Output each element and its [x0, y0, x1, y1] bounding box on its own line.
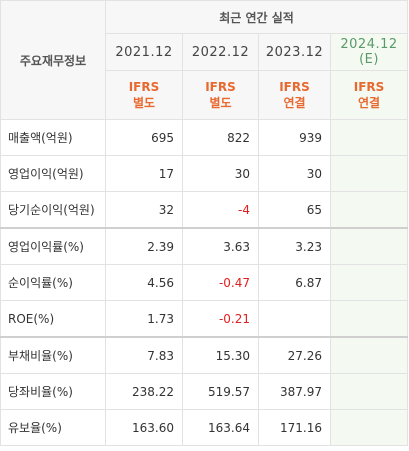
- cell-value: [329, 373, 409, 410]
- data-row: 유보율(%) 163.60 163.64 171.16: [0, 409, 409, 446]
- data-row: 당좌비율(%) 238.22 519.57 387.97: [0, 373, 409, 410]
- period-row: 2021.12 2022.12 2023.12 2024.12 (E): [1, 33, 409, 71]
- data-row: 매출액(억원) 695 822 939: [0, 119, 409, 156]
- cell-value: 3.23: [258, 227, 331, 265]
- row-label: 부채비율(%): [0, 336, 106, 374]
- cell-value: 32: [105, 191, 183, 229]
- cell-value: 822: [182, 119, 259, 156]
- row-label: 당좌비율(%): [0, 373, 106, 410]
- accounting-header: IFRS 연결: [329, 70, 409, 120]
- row-label: 당기순이익(억원): [0, 191, 106, 229]
- accounting-header: IFRS 연결: [258, 70, 331, 120]
- period: 2023.12: [265, 44, 324, 60]
- accounting-header: IFRS 별도: [182, 70, 259, 120]
- cell-value: [329, 155, 409, 192]
- row-label: 영업이익(억원): [0, 155, 106, 192]
- row-label: ROE(%): [0, 300, 106, 338]
- cell-value: -0.47: [182, 264, 259, 301]
- cell-value: 163.60: [105, 409, 183, 446]
- accounting: 연결: [357, 96, 381, 110]
- period-header: 2021.12: [105, 33, 183, 71]
- cell-value: 939: [258, 119, 331, 156]
- cell-value: 163.64: [182, 409, 259, 446]
- cell-value: 238.22: [105, 373, 183, 410]
- cell-value: 30: [258, 155, 331, 192]
- cell-value: 7.83: [105, 336, 183, 374]
- accounting: 연결: [283, 96, 306, 110]
- accounting: IFRS: [128, 80, 160, 94]
- cell-value: 4.56: [105, 264, 183, 301]
- cell-value: [329, 119, 409, 156]
- cell-value: [329, 264, 409, 301]
- cell-value: -0.21: [182, 300, 259, 338]
- accounting: IFRS: [279, 80, 310, 94]
- row-label: 순이익률(%): [0, 264, 106, 301]
- data-row: 부채비율(%) 7.83 15.30 27.26: [0, 336, 409, 374]
- accounting: IFRS: [353, 80, 385, 94]
- cell-value: [329, 409, 409, 446]
- period-header: 2022.12: [182, 33, 259, 71]
- cell-value: 3.63: [182, 227, 259, 265]
- cell-value: -4: [182, 191, 259, 229]
- cell-value: 1.73: [105, 300, 183, 338]
- accounting-header: IFRS 별도: [105, 70, 183, 120]
- data-row: 순이익률(%) 4.56 -0.47 6.87: [0, 264, 409, 301]
- cell-value: [329, 300, 409, 338]
- cell-value: 6.87: [258, 264, 331, 301]
- cell-value: 695: [105, 119, 183, 156]
- group-title: 최근 연간 실적: [104, 0, 409, 34]
- period-header: 2023.12: [258, 33, 331, 71]
- cell-value: 171.16: [258, 409, 331, 446]
- header-title: 주요재무정보: [0, 0, 106, 120]
- estimate: (E): [359, 52, 379, 67]
- cell-value: [329, 227, 409, 265]
- cell-value: 15.30: [182, 336, 259, 374]
- row-label: 영업이익률(%): [0, 227, 106, 265]
- data-row: 영업이익률(%) 2.39 3.63 3.23: [0, 227, 409, 265]
- cell-value: 17: [105, 155, 183, 192]
- data-row: 당기순이익(억원) 32 -4 65: [0, 191, 409, 229]
- row-label: 유보율(%): [0, 409, 106, 446]
- period: 2021.12: [115, 44, 173, 60]
- period: 2024.12: [340, 37, 398, 52]
- data-row: 영업이익(억원) 17 30 30: [0, 155, 409, 192]
- period: 2022.12: [191, 44, 250, 60]
- cell-value: [258, 300, 331, 338]
- accounting-row: IFRS 별도 IFRS 별도 IFRS 연결 IFRS 연결: [1, 70, 409, 120]
- cell-value: [329, 191, 409, 229]
- cell-value: [329, 336, 409, 374]
- accounting: 별도: [132, 96, 156, 110]
- period-header: 2024.12 (E): [329, 33, 409, 71]
- cell-value: 30: [182, 155, 259, 192]
- cell-value: 27.26: [258, 336, 331, 374]
- cell-value: 65: [258, 191, 331, 229]
- accounting: IFRS: [205, 80, 236, 94]
- header-row: 주요재무정보 최근 연간 실적: [0, 0, 409, 120]
- cell-value: 519.57: [182, 373, 259, 410]
- row-label: 매출액(억원): [0, 119, 106, 156]
- accounting: 별도: [209, 96, 232, 110]
- data-row: ROE(%) 1.73 -0.21: [0, 300, 409, 338]
- cell-value: 387.97: [258, 373, 331, 410]
- cell-value: 2.39: [105, 227, 183, 265]
